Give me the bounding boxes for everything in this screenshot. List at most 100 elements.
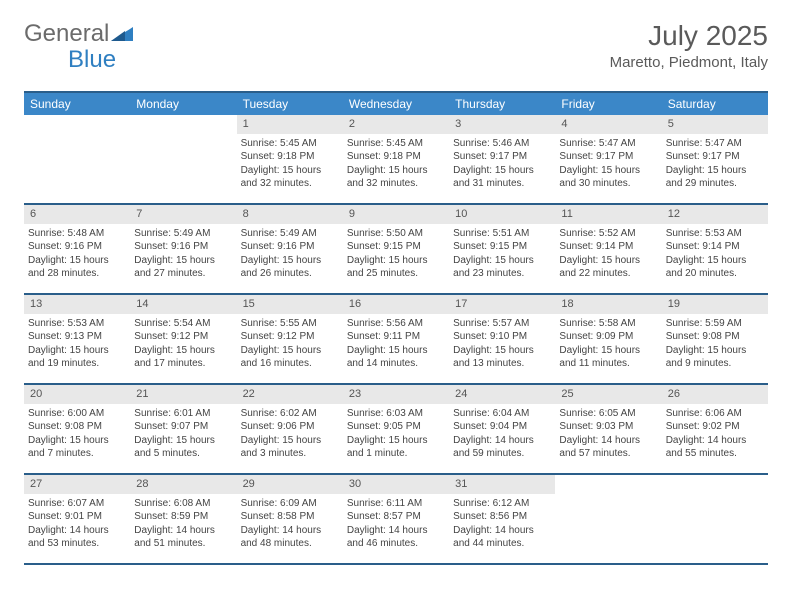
sunset-text: Sunset: 9:13 PM: [28, 330, 126, 344]
week-row: 6Sunrise: 5:48 AMSunset: 9:16 PMDaylight…: [24, 205, 768, 295]
day-cell: 28Sunrise: 6:08 AMSunset: 8:59 PMDayligh…: [130, 475, 236, 563]
day-cell: 13Sunrise: 5:53 AMSunset: 9:13 PMDayligh…: [24, 295, 130, 383]
sunrise-text: Sunrise: 5:49 AM: [241, 227, 339, 241]
daylight-text: Daylight: 15 hours and 17 minutes.: [134, 344, 232, 371]
weekday-wed: Wednesday: [343, 93, 449, 115]
day-number: 27: [24, 475, 130, 494]
day-number: 11: [555, 205, 661, 224]
day-cell: 7Sunrise: 5:49 AMSunset: 9:16 PMDaylight…: [130, 205, 236, 293]
sunrise-text: Sunrise: 5:52 AM: [559, 227, 657, 241]
sunset-text: Sunset: 8:59 PM: [134, 510, 232, 524]
day-cell: [555, 475, 661, 563]
weekday-sun: Sunday: [24, 93, 130, 115]
daylight-text: Daylight: 14 hours and 46 minutes.: [347, 524, 445, 551]
day-cell: 14 Sunrise: 5:54 AMSunset: 9:12 PMDayligh…: [130, 295, 236, 383]
day-cell: 17Sunrise: 5:57 AMSunset: 9:10 PMDayligh…: [449, 295, 555, 383]
day-cell: [24, 115, 130, 203]
day-number: 17: [449, 295, 555, 314]
day-number: 2: [343, 115, 449, 134]
daylight-text: Daylight: 15 hours and 16 minutes.: [241, 344, 339, 371]
day-cell: 5Sunrise: 5:47 AMSunset: 9:17 PMDaylight…: [662, 115, 768, 203]
daylight-text: Daylight: 15 hours and 7 minutes.: [28, 434, 126, 461]
sunrise-text: Sunrise: 5:53 AM: [666, 227, 764, 241]
day-number: 3: [449, 115, 555, 134]
day-cell: 21 Sunrise: 6:01 AMSunset: 9:07 PMDayligh…: [130, 385, 236, 473]
sunset-text: Sunset: 9:17 PM: [453, 150, 551, 164]
sunrise-text: Sunrise: 6:01 AM: [134, 407, 232, 421]
sunset-text: Sunset: 9:15 PM: [453, 240, 551, 254]
day-cell: 31Sunrise: 6:12 AMSunset: 8:56 PMDayligh…: [449, 475, 555, 563]
month-title: July 2025: [610, 20, 768, 52]
day-number: 1: [237, 115, 343, 134]
day-cell: 4Sunrise: 5:47 AMSunset: 9:17 PMDaylight…: [555, 115, 661, 203]
daylight-text: Daylight: 15 hours and 28 minutes.: [28, 254, 126, 281]
daylight-text: Daylight: 15 hours and 11 minutes.: [559, 344, 657, 371]
title-block: July 2025 Maretto, Piedmont, Italy: [610, 20, 768, 71]
sunset-text: Sunset: 9:06 PM: [241, 420, 339, 434]
day-cell: 29Sunrise: 6:09 AMSunset: 8:58 PMDayligh…: [237, 475, 343, 563]
day-number: 20: [24, 385, 130, 404]
daylight-text: Daylight: 14 hours and 55 minutes.: [666, 434, 764, 461]
daylight-text: Daylight: 15 hours and 29 minutes.: [666, 164, 764, 191]
sunrise-text: Sunrise: 5:58 AM: [559, 317, 657, 331]
sunset-text: Sunset: 9:14 PM: [559, 240, 657, 254]
daylight-text: Daylight: 15 hours and 27 minutes.: [134, 254, 232, 281]
day-number: 26: [662, 385, 768, 404]
day-number: 19: [662, 295, 768, 314]
sunrise-text: Sunrise: 5:53 AM: [28, 317, 126, 331]
day-cell: 30Sunrise: 6:11 AMSunset: 8:57 PMDayligh…: [343, 475, 449, 563]
week-row: 20Sunrise: 6:00 AMSunset: 9:08 PMDayligh…: [24, 385, 768, 475]
day-cell: 11 Sunrise: 5:52 AMSunset: 9:14 PMDayligh…: [555, 205, 661, 293]
daylight-text: Daylight: 14 hours and 59 minutes.: [453, 434, 551, 461]
day-cell: 19Sunrise: 5:59 AMSunset: 9:08 PMDayligh…: [662, 295, 768, 383]
sunrise-text: Sunrise: 5:56 AM: [347, 317, 445, 331]
day-number: 28: [130, 475, 236, 494]
sunset-text: Sunset: 9:12 PM: [134, 330, 232, 344]
sunset-text: Sunset: 8:58 PM: [241, 510, 339, 524]
logo-triangle-icon: [111, 23, 133, 46]
logo-text-2: Blue: [68, 46, 116, 73]
day-cell: 20Sunrise: 6:00 AMSunset: 9:08 PMDayligh…: [24, 385, 130, 473]
day-cell: 8Sunrise: 5:49 AMSunset: 9:16 PMDaylight…: [237, 205, 343, 293]
day-cell: 24Sunrise: 6:04 AMSunset: 9:04 PMDayligh…: [449, 385, 555, 473]
sunrise-text: Sunrise: 6:07 AM: [28, 497, 126, 511]
day-number: 21: [130, 385, 236, 404]
sunrise-text: Sunrise: 5:47 AM: [559, 137, 657, 151]
sunrise-text: Sunrise: 6:12 AM: [453, 497, 551, 511]
day-number: 5: [662, 115, 768, 134]
day-cell: [662, 475, 768, 563]
daylight-text: Daylight: 15 hours and 5 minutes.: [134, 434, 232, 461]
daylight-text: Daylight: 15 hours and 9 minutes.: [666, 344, 764, 371]
daylight-text: Daylight: 15 hours and 1 minute.: [347, 434, 445, 461]
day-number: 14: [130, 295, 236, 314]
daylight-text: Daylight: 15 hours and 13 minutes.: [453, 344, 551, 371]
logo: General: [24, 20, 135, 48]
day-number: 15: [237, 295, 343, 314]
daylight-text: Daylight: 15 hours and 32 minutes.: [241, 164, 339, 191]
day-number: 16: [343, 295, 449, 314]
sunrise-text: Sunrise: 5:45 AM: [241, 137, 339, 151]
daylight-text: Daylight: 15 hours and 22 minutes.: [559, 254, 657, 281]
sunrise-text: Sunrise: 5:54 AM: [134, 317, 232, 331]
day-number: 6: [24, 205, 130, 224]
day-cell: 23Sunrise: 6:03 AMSunset: 9:05 PMDayligh…: [343, 385, 449, 473]
day-number: 29: [237, 475, 343, 494]
week-row: 27Sunrise: 6:07 AMSunset: 9:01 PMDayligh…: [24, 475, 768, 565]
daylight-text: Daylight: 15 hours and 30 minutes.: [559, 164, 657, 191]
sunrise-text: Sunrise: 6:05 AM: [559, 407, 657, 421]
daylight-text: Daylight: 15 hours and 26 minutes.: [241, 254, 339, 281]
sunset-text: Sunset: 9:11 PM: [347, 330, 445, 344]
sunset-text: Sunset: 9:17 PM: [666, 150, 764, 164]
sunset-text: Sunset: 9:07 PM: [134, 420, 232, 434]
day-number: 25: [555, 385, 661, 404]
sunset-text: Sunset: 9:10 PM: [453, 330, 551, 344]
sunset-text: Sunset: 9:16 PM: [134, 240, 232, 254]
sunset-text: Sunset: 9:18 PM: [241, 150, 339, 164]
sunset-text: Sunset: 9:05 PM: [347, 420, 445, 434]
daylight-text: Daylight: 15 hours and 19 minutes.: [28, 344, 126, 371]
daylight-text: Daylight: 14 hours and 51 minutes.: [134, 524, 232, 551]
daylight-text: Daylight: 15 hours and 31 minutes.: [453, 164, 551, 191]
day-cell: 3Sunrise: 5:46 AMSunset: 9:17 PMDaylight…: [449, 115, 555, 203]
daylight-text: Daylight: 14 hours and 48 minutes.: [241, 524, 339, 551]
day-cell: 9Sunrise: 5:50 AMSunset: 9:15 PMDaylight…: [343, 205, 449, 293]
